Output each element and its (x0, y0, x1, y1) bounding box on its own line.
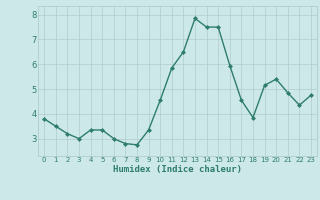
X-axis label: Humidex (Indice chaleur): Humidex (Indice chaleur) (113, 165, 242, 174)
